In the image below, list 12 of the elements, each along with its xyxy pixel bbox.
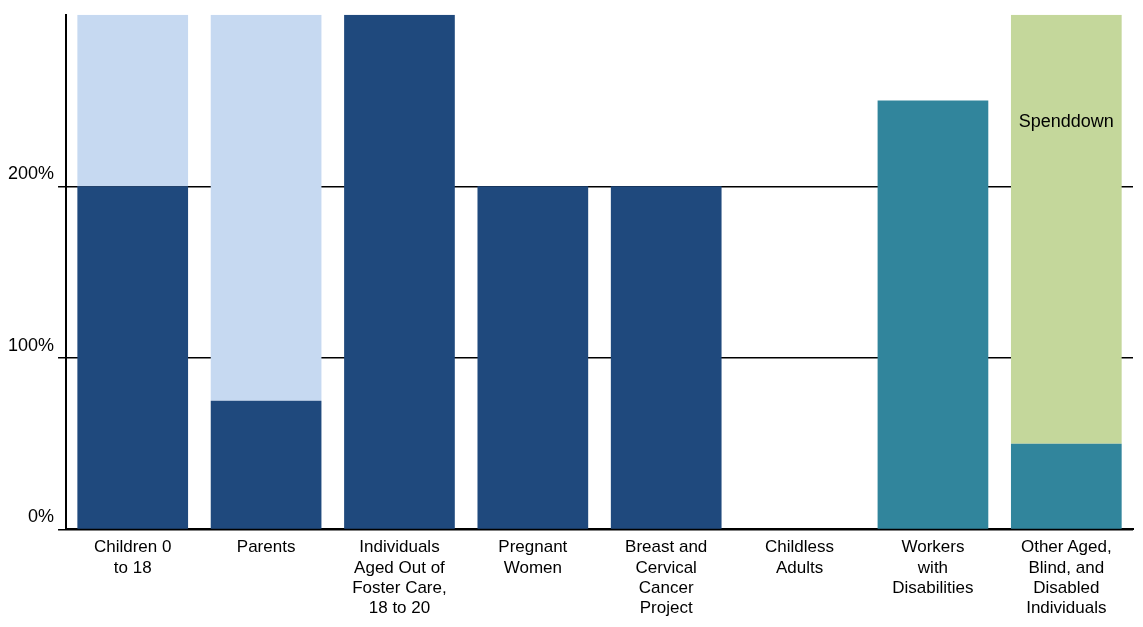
x-tick-label: Individuals Aged Out of Foster Care, 18 to 20	[352, 537, 447, 618]
y-tick-label: 100%	[7, 334, 55, 355]
x-tick-label: Workers with Disabilities	[892, 537, 974, 598]
x-tick-label: Childless Adults	[765, 537, 835, 577]
y-tick-label: 0%	[28, 506, 55, 527]
x-tick-label: Breast and Cervical Cancer Project	[625, 537, 708, 618]
x-tick-label: Pregnant Women	[498, 537, 568, 577]
y-tick-label: 200%	[7, 163, 55, 184]
x-tick-label: Parents	[236, 537, 296, 557]
annotation: Spenddown	[1018, 110, 1114, 131]
x-tick-label: Other Aged, Blind, and Disabled Individuals	[1020, 537, 1112, 618]
x-tick-label: Children 0 to 18	[93, 537, 172, 577]
